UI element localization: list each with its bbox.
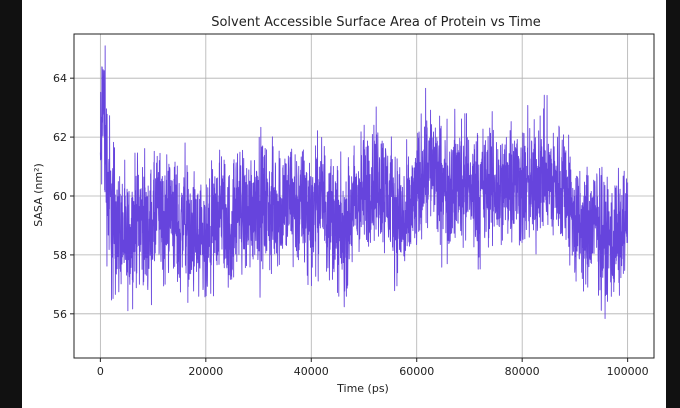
x-axis-label: Time (ps) [336, 382, 389, 395]
y-tick-label: 58 [53, 249, 67, 262]
axis-ticks: 0 20000 40000 60000 80000 100000 56 58 60 62 64 [53, 72, 649, 378]
x-tick-label: 80000 [505, 365, 540, 378]
sasa-series-line [99, 45, 629, 319]
chart-figure: Solvent Accessible Surface Area of Prote… [22, 0, 666, 408]
x-tick-label: 100000 [607, 365, 649, 378]
x-tick-label: 20000 [188, 365, 223, 378]
y-tick-label: 64 [53, 72, 67, 85]
x-tick-label: 40000 [294, 365, 329, 378]
x-tick-label: 0 [97, 365, 104, 378]
sasa-line-chart: Solvent Accessible Surface Area of Prote… [32, 15, 655, 395]
y-tick-label: 62 [53, 131, 67, 144]
chart-title: Solvent Accessible Surface Area of Prote… [211, 15, 541, 30]
series-layer [99, 45, 629, 319]
y-tick-label: 60 [53, 190, 67, 203]
y-tick-label: 56 [53, 308, 67, 321]
x-tick-label: 60000 [399, 365, 434, 378]
y-axis-label: SASA (nm²) [32, 163, 45, 227]
